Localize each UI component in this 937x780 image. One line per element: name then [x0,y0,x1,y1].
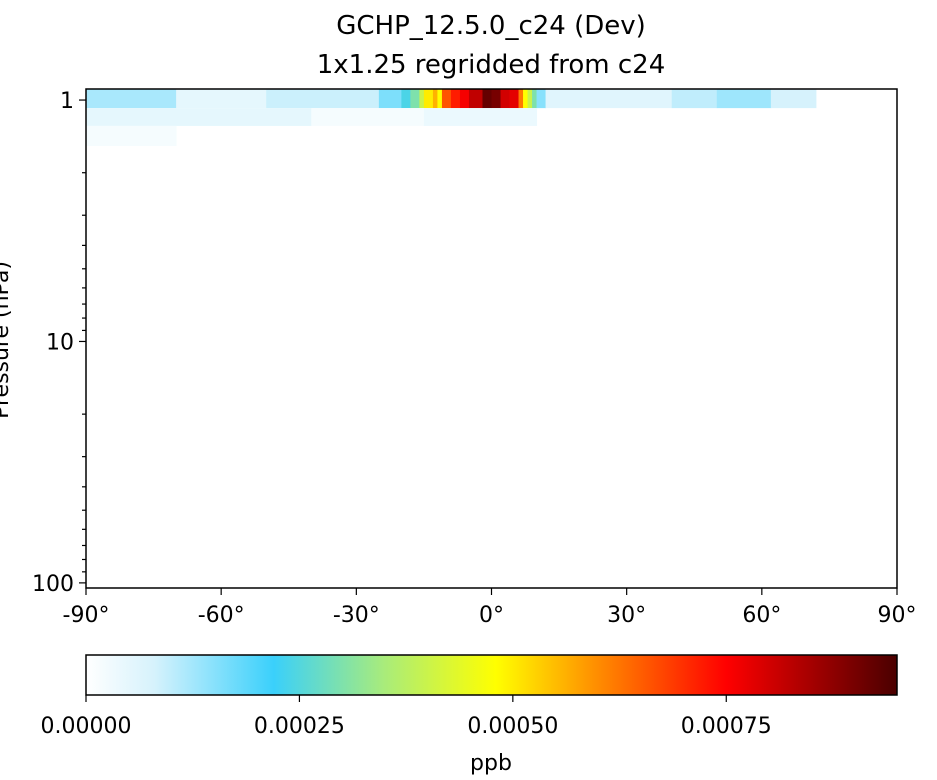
heatmap-cells [86,89,817,146]
heatmap-cell [716,89,772,109]
y-axis-label: Pressure (hPa) [0,261,14,419]
x-tick-label: 90° [878,603,917,628]
heatmap-cell [671,89,718,109]
x-tick-label: -90° [63,603,110,628]
heatmap-cell [527,89,533,109]
heatmap-cell [378,89,402,109]
heatmap-cell [518,89,524,109]
heatmap-cell [536,89,547,109]
colorbar-tick-label: 0.00050 [467,714,558,739]
heatmap-cell [86,125,177,146]
heatmap-cell [311,108,425,126]
heatmap-cell [523,89,529,109]
heatmap-cell [266,89,380,109]
x-tick-label: 60° [742,603,781,628]
colorbar-ticks: 0.00000 0.00025 0.00050 0.00075 [41,695,772,739]
plot-frame [85,88,898,589]
heatmap-cell [509,89,520,109]
heatmap-cell [86,89,177,109]
x-tick-label: 0° [479,603,504,628]
heatmap-cell [401,89,411,109]
heatmap-cell [432,89,438,109]
heatmap-cell [441,89,452,109]
heatmap-cell [532,89,538,109]
heatmap-cell [410,89,420,109]
y-tick-label: 10 [46,330,74,355]
heatmap-cell [450,89,461,109]
colorbar-tick-label: 0.00025 [254,714,345,739]
chart-title: GCHP_12.5.0_c24 (Dev) [336,11,646,41]
heatmap-cell [482,89,492,109]
heatmap-cell [86,108,312,126]
heatmap-cell [437,89,443,109]
heatmap-cell [770,89,817,109]
heatmap-cell [423,108,538,126]
y-axis: 1 10 100 [32,89,86,597]
x-tick-label: -60° [198,603,245,628]
colorbar-label: ppb [470,751,512,776]
heatmap-cell [500,89,511,109]
x-tick-label: -30° [333,603,380,628]
x-tick-label: 30° [607,603,646,628]
x-axis: -90° -60° -30° 0° 30° 60° 90° [63,588,917,628]
chart-subtitle: 1x1.25 regridded from c24 [317,50,666,80]
colorbar [85,654,898,696]
colorbar-tick-label: 0.00075 [681,714,772,739]
y-tick-label: 100 [32,572,74,597]
heatmap-cell [419,89,425,109]
heatmap-cell [468,89,483,109]
y-tick-label: 1 [60,89,74,114]
heatmap-cell [459,89,470,109]
heatmap-cell [491,89,502,109]
colorbar-tick-label: 0.00000 [41,714,132,739]
heatmap-cell [176,89,267,109]
heatmap-cell [545,89,673,109]
heatmap-cell [423,89,434,109]
